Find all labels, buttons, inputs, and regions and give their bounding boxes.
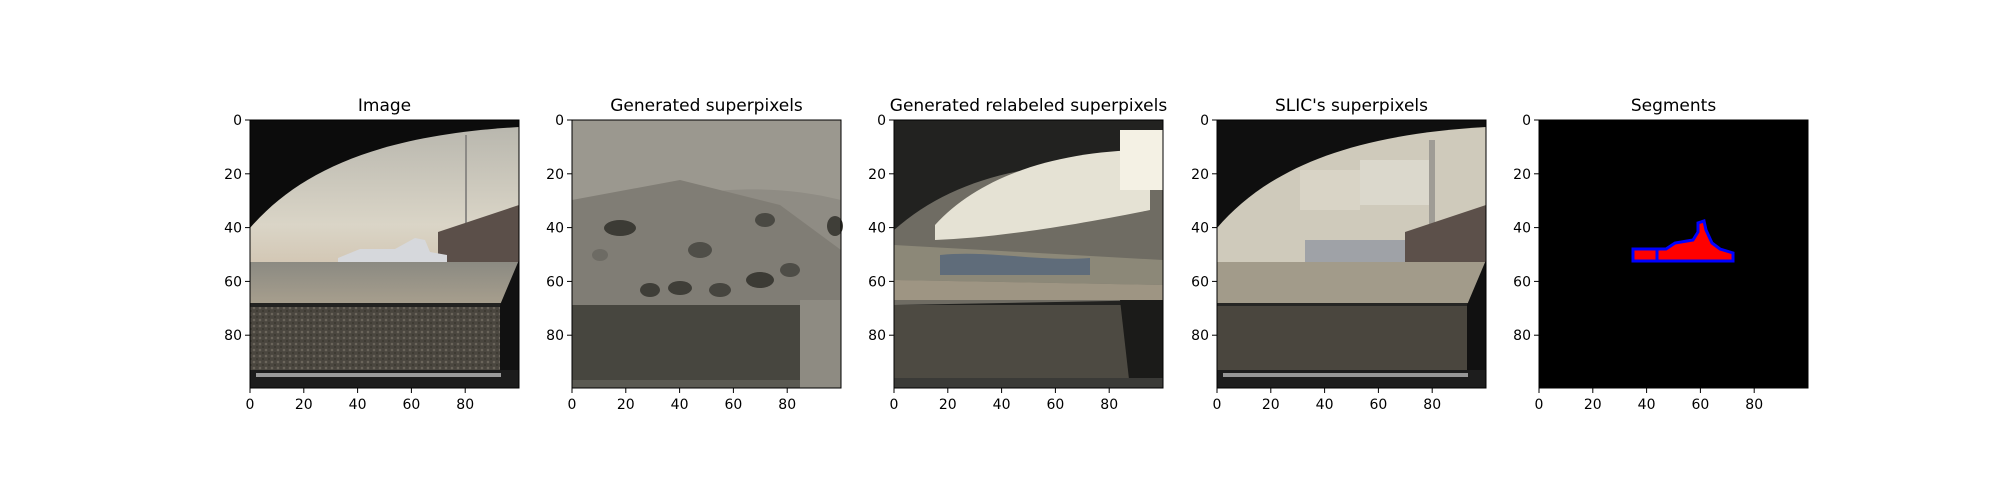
panel-title: SLIC's superpixels [1275,96,1428,116]
x-axis: 0 20 40 60 80 [246,388,474,413]
x-tick-label: 40 [1316,397,1334,413]
photo-image [250,120,519,388]
y-axis: 0 20 40 60 80 [868,113,894,344]
segments-image [1539,120,1808,388]
y-tick-label: 80 [1191,328,1209,344]
generated-superpixels-image [572,120,843,388]
x-tick-label: 20 [939,397,957,413]
x-tick-label: 60 [1046,397,1064,413]
x-tick-label: 0 [1535,397,1544,413]
panel-slic-superpixels: SLIC's superpixels 0 20 40 60 80 0 20 40 60 80 [1191,96,1487,413]
y-axis: 0 20 40 60 80 [224,113,250,344]
y-axis: 0 20 40 60 80 [546,113,572,344]
x-axis: 0 20 40 60 80 [1213,388,1441,413]
y-tick-label: 60 [224,274,242,290]
x-tick-label: 20 [295,397,313,413]
x-tick-label: 40 [993,397,1011,413]
x-axis: 0 20 40 60 80 [890,388,1118,413]
x-tick-label: 80 [456,397,474,413]
axes-frame [1538,119,1809,389]
y-tick-label: 20 [1191,167,1209,183]
panel-title: Generated superpixels [610,96,803,116]
x-tick-label: 0 [568,397,577,413]
x-tick-label: 60 [402,397,420,413]
x-tick-label: 80 [778,397,796,413]
x-tick-label: 0 [890,397,899,413]
y-tick-label: 20 [224,167,242,183]
axes-frame [1216,119,1487,389]
y-axis: 0 20 40 60 80 [1191,113,1217,344]
y-tick-label: 60 [868,274,886,290]
y-tick-label: 80 [868,328,886,344]
panel-title: Image [358,96,411,116]
y-tick-label: 20 [868,167,886,183]
y-tick-label: 0 [877,113,886,129]
x-tick-label: 40 [1638,397,1656,413]
axes-frame [249,119,520,389]
y-tick-label: 60 [1191,274,1209,290]
y-tick-label: 20 [1513,167,1531,183]
y-tick-label: 80 [546,328,564,344]
y-tick-label: 40 [224,221,242,237]
panel-generated-superpixels: Generated superpixels 0 20 40 60 80 0 20 40 60 8… [546,96,843,413]
panel-title: Segments [1631,96,1717,116]
y-tick-label: 20 [546,167,564,183]
x-tick-label: 60 [724,397,742,413]
relabeled-superpixels-image [894,120,1163,388]
y-tick-label: 0 [555,113,564,129]
x-tick-label: 0 [1213,397,1222,413]
y-axis: 0 20 40 60 80 [1513,113,1539,344]
y-tick-label: 40 [546,221,564,237]
panel-relabeled-superpixels: Generated relabeled superpixels 0 20 40 60 8… [868,96,1167,413]
x-tick-label: 80 [1100,397,1118,413]
y-tick-label: 0 [1522,113,1531,129]
x-tick-label: 20 [1584,397,1602,413]
panel-image: Image 0 20 40 60 80 0 20 40 60 80 [224,96,520,413]
axes-frame [571,119,842,389]
y-tick-label: 40 [1513,221,1531,237]
x-tick-label: 60 [1369,397,1387,413]
slic-superpixels-image [1217,120,1486,388]
x-tick-label: 40 [349,397,367,413]
panel-title: Generated relabeled superpixels [890,96,1168,116]
x-axis: 0 20 40 60 80 [568,388,796,413]
x-tick-label: 20 [1262,397,1280,413]
x-axis: 0 20 40 60 80 [1535,388,1763,413]
y-tick-label: 80 [224,328,242,344]
y-tick-label: 60 [546,274,564,290]
x-tick-label: 60 [1691,397,1709,413]
y-tick-label: 40 [1191,221,1209,237]
x-tick-label: 80 [1423,397,1441,413]
y-tick-label: 80 [1513,328,1531,344]
y-tick-label: 60 [1513,274,1531,290]
x-tick-label: 40 [671,397,689,413]
y-tick-label: 0 [233,113,242,129]
panel-segments: Segments 0 20 40 60 80 0 20 40 60 80 [1513,96,1809,413]
y-tick-label: 0 [1200,113,1209,129]
x-tick-label: 0 [246,397,255,413]
x-tick-label: 20 [617,397,635,413]
x-tick-label: 80 [1745,397,1763,413]
y-tick-label: 40 [868,221,886,237]
axes-frame [893,119,1164,389]
